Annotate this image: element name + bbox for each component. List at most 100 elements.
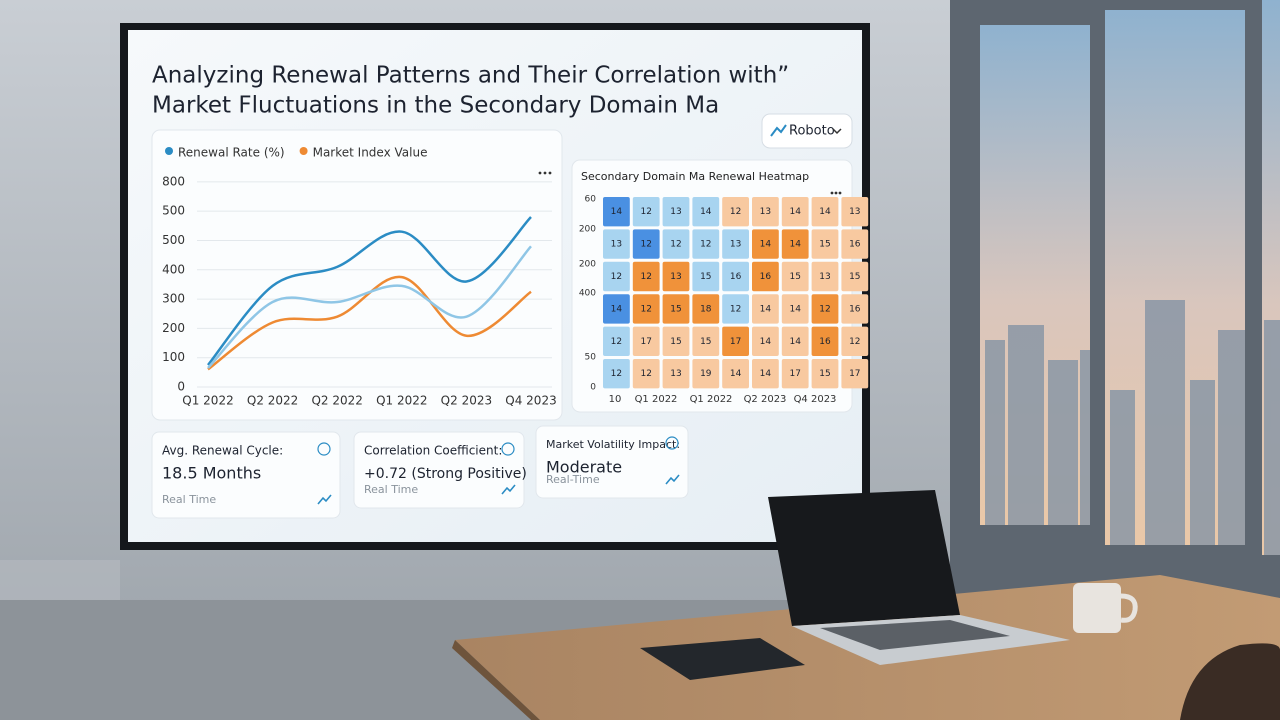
heat-cell: [662, 229, 690, 259]
heat-cell: [841, 294, 869, 324]
heat-cell: [632, 326, 660, 356]
heat-cell: [841, 326, 869, 356]
heat-cell-value: 15: [849, 272, 860, 282]
legend-label: Renewal Rate (%): [178, 146, 285, 160]
x-tick-label: Q4 2023: [794, 394, 837, 405]
legend-swatch: [165, 147, 173, 155]
heat-cell: [632, 261, 660, 292]
series-line: [207, 275, 532, 371]
heatmap-title: Secondary Domain Ma Renewal Heatmap: [581, 170, 809, 183]
heatmap: 14 12 13 14 12 13 14 14 13 13 12 12 12 13 14 14 15 16 12 12…: [579, 195, 869, 405]
heat-cell-value: 12: [640, 304, 651, 314]
legend-label: Market Index Value: [313, 146, 428, 160]
kpi-card: [151, 431, 341, 519]
font-dropdown[interactable]: [761, 113, 853, 149]
y-tick-label: 800: [162, 174, 185, 188]
heat-cell-value: 14: [760, 337, 772, 347]
notebook: [640, 638, 805, 680]
heat-cell: [841, 261, 869, 292]
heat-cell-value: 14: [611, 207, 623, 217]
heat-cell: [692, 294, 720, 324]
y-tick-label: 500: [162, 233, 185, 247]
heat-cell: [811, 359, 839, 389]
heat-cell-value: 12: [730, 207, 741, 217]
y-tick-label: 50: [585, 353, 597, 363]
heat-cell: [603, 197, 630, 227]
dashboard-title: Analyzing Renewal Patterns and Their Cor…: [152, 63, 789, 89]
y-tick-label: 100: [162, 350, 185, 364]
heat-cell-value: 15: [819, 369, 830, 379]
heat-cell: [692, 326, 720, 356]
x-tick-label: Q2 2022: [247, 394, 298, 408]
heat-cell-value: 16: [760, 272, 772, 282]
x-tick-label: Q1 2022: [182, 394, 233, 408]
heat-cell-value: 14: [760, 240, 772, 250]
heat-cell-value: 19: [700, 369, 712, 379]
y-tick-label: 0: [177, 380, 185, 394]
heat-cell-value: 16: [730, 272, 742, 282]
kpi-note: Real Time: [364, 483, 418, 496]
heat-cell: [781, 197, 809, 227]
more-menu[interactable]: [538, 171, 552, 175]
heat-cell-value: 13: [819, 272, 830, 282]
heat-cell-value: 12: [640, 272, 651, 282]
heat-cell: [692, 197, 720, 227]
heat-cell-value: 17: [849, 369, 860, 379]
x-tick-label: Q2 2023: [744, 394, 787, 405]
chair: [1180, 643, 1280, 720]
heat-cell-value: 14: [760, 369, 772, 379]
heat-cell: [781, 359, 809, 389]
heat-cell: [662, 261, 690, 292]
heat-cell-value: 13: [670, 369, 681, 379]
dropdown-label: Roboto: [789, 124, 835, 139]
info-icon: [501, 442, 515, 456]
heat-cell-value: 14: [611, 304, 623, 314]
heat-cell: [662, 294, 690, 324]
heat-cell-value: 13: [849, 207, 860, 217]
heat-cell: [781, 229, 809, 259]
trend-icon: [501, 484, 516, 495]
laptop-screen: [768, 490, 960, 626]
heat-cell: [752, 229, 779, 259]
heat-cell-value: 15: [789, 272, 800, 282]
info-icon: [665, 436, 679, 450]
heat-cell-value: 14: [730, 369, 742, 379]
heat-cell-value: 14: [819, 207, 831, 217]
heat-cell-value: 13: [760, 207, 771, 217]
heat-cell: [841, 359, 869, 389]
x-tick-label: Q2 2022: [311, 394, 362, 408]
heat-cell-value: 15: [670, 337, 681, 347]
laptop-keyboard: [820, 620, 1010, 650]
more-menu[interactable]: [830, 191, 842, 195]
heat-cell: [632, 359, 660, 389]
heat-cell: [841, 197, 869, 227]
heat-cell: [603, 261, 630, 292]
heat-cell: [692, 229, 720, 259]
heat-cell-value: 18: [700, 304, 712, 314]
heat-cell: [722, 197, 749, 227]
heat-cell: [722, 229, 749, 259]
heat-cell: [811, 326, 839, 356]
heat-cell: [841, 229, 869, 259]
trend-icon: [770, 124, 787, 137]
kpi-note: Real-Time: [546, 473, 600, 486]
heat-cell-value: 13: [670, 207, 681, 217]
heat-cell: [722, 261, 749, 292]
heat-cell: [692, 261, 720, 292]
heat-cell-value: 12: [640, 369, 651, 379]
series-line: [207, 216, 532, 366]
mug: [1073, 583, 1121, 633]
heat-cell-value: 16: [819, 337, 831, 347]
y-tick-label: 60: [585, 195, 597, 205]
x-tick-label: Q1 2022: [376, 394, 427, 408]
x-tick-label: Q2 2023: [441, 394, 492, 408]
heat-cell-value: 12: [819, 304, 830, 314]
heat-cell-value: 14: [789, 240, 801, 250]
heat-cell: [662, 197, 690, 227]
trend-icon: [317, 494, 332, 505]
y-tick-label: 400: [162, 262, 185, 276]
kpi-label: Market Volatility Impact:: [546, 438, 680, 451]
heat-cell-value: 14: [700, 207, 712, 217]
